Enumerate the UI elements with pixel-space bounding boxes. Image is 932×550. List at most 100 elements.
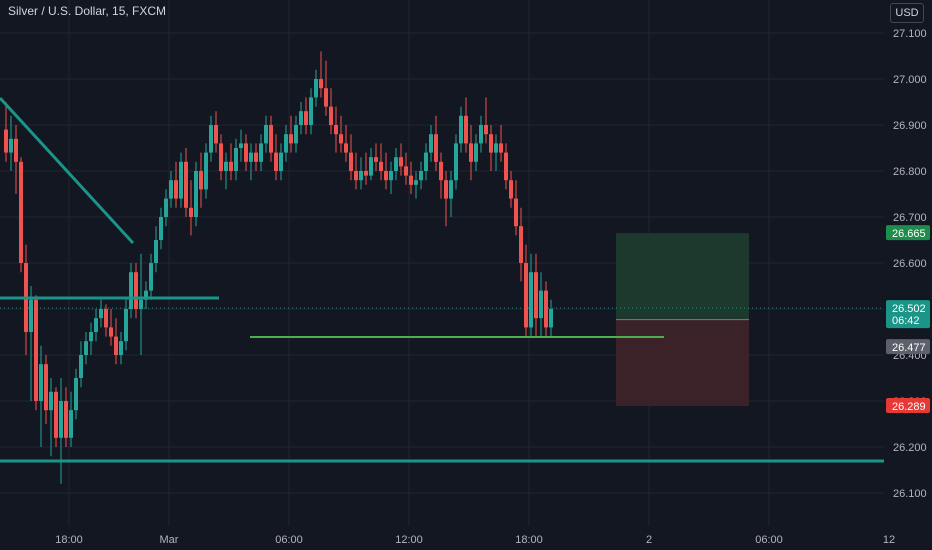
candle-body[interactable] (4, 129, 8, 153)
candle-body[interactable] (164, 198, 168, 217)
candle-body[interactable] (289, 134, 293, 144)
candle-body[interactable] (309, 97, 313, 125)
candle-body[interactable] (394, 157, 398, 171)
candle-body[interactable] (269, 125, 273, 153)
candle-body[interactable] (439, 161, 443, 181)
candle-body[interactable] (479, 125, 483, 144)
candle-body[interactable] (349, 152, 353, 171)
candle-body[interactable] (69, 410, 73, 438)
candle-body[interactable] (224, 161, 228, 171)
candle-body[interactable] (29, 299, 33, 332)
candle-body[interactable] (314, 79, 318, 98)
candle-body[interactable] (504, 152, 508, 181)
candle-body[interactable] (129, 272, 133, 309)
candle-body[interactable] (354, 171, 358, 181)
candle-body[interactable] (119, 341, 123, 355)
candle-body[interactable] (389, 171, 393, 181)
candle-body[interactable] (114, 336, 118, 355)
candle-body[interactable] (159, 217, 163, 240)
candle-body[interactable] (254, 152, 258, 162)
candle-body[interactable] (239, 143, 243, 148)
candle-body[interactable] (84, 341, 88, 355)
candle-body[interactable] (189, 207, 193, 217)
candle-body[interactable] (184, 161, 188, 208)
candle-body[interactable] (404, 166, 408, 176)
candle-body[interactable] (304, 111, 308, 125)
candle-body[interactable] (134, 272, 138, 309)
candle-body[interactable] (54, 391, 58, 438)
candle-body[interactable] (94, 318, 98, 332)
candle-body[interactable] (464, 115, 468, 144)
candle-body[interactable] (59, 401, 63, 438)
candle-body[interactable] (149, 263, 153, 291)
stop-zone[interactable] (616, 319, 749, 407)
candle-body[interactable] (74, 378, 78, 411)
candle-body[interactable] (89, 332, 93, 342)
candle-body[interactable] (264, 125, 268, 144)
candle-body[interactable] (424, 152, 428, 171)
candle-body[interactable] (324, 88, 328, 107)
candle-body[interactable] (64, 401, 68, 438)
candle-body[interactable] (99, 309, 103, 319)
candle-body[interactable] (169, 180, 173, 199)
candle-body[interactable] (34, 299, 38, 401)
descending-trendline[interactable] (0, 96, 135, 245)
candle-body[interactable] (174, 180, 178, 199)
candle-body[interactable] (204, 152, 208, 190)
candle-body[interactable] (19, 161, 23, 263)
candle-body[interactable] (359, 171, 363, 181)
candle-body[interactable] (219, 143, 223, 171)
candle-body[interactable] (144, 290, 148, 300)
candle-body[interactable] (449, 180, 453, 199)
candle-body[interactable] (339, 134, 343, 144)
candle-body[interactable] (154, 240, 158, 263)
candle-body[interactable] (499, 143, 503, 153)
candle-body[interactable] (509, 180, 513, 199)
candle-body[interactable] (494, 143, 498, 153)
candle-body[interactable] (369, 157, 373, 176)
candle-body[interactable] (454, 143, 458, 181)
candle-body[interactable] (529, 272, 533, 328)
candle-body[interactable] (474, 143, 478, 162)
candle-body[interactable] (229, 161, 233, 171)
candle-body[interactable] (344, 143, 348, 153)
candle-body[interactable] (549, 309, 553, 328)
candle-body[interactable] (49, 391, 53, 411)
candle-body[interactable] (519, 226, 523, 263)
candle-body[interactable] (484, 125, 488, 135)
candle-body[interactable] (294, 125, 298, 144)
candle-body[interactable] (379, 161, 383, 171)
candle-body[interactable] (364, 171, 368, 176)
candle-body[interactable] (444, 180, 448, 199)
candle-body[interactable] (199, 171, 203, 190)
candle-body[interactable] (284, 134, 288, 153)
candle-body[interactable] (209, 125, 213, 153)
candle-body[interactable] (194, 171, 198, 217)
price-axis[interactable] (884, 0, 932, 550)
candle-body[interactable] (14, 138, 18, 162)
candle-body[interactable] (299, 111, 303, 125)
candle-body[interactable] (9, 138, 13, 153)
candle-body[interactable] (434, 134, 438, 162)
candle-body[interactable] (274, 152, 278, 171)
candle-body[interactable] (469, 143, 473, 162)
candle-body[interactable] (104, 309, 108, 328)
currency-button[interactable]: USD (890, 3, 924, 23)
candle-body[interactable] (489, 134, 493, 153)
candle-body[interactable] (409, 175, 413, 185)
candle-body[interactable] (214, 125, 218, 144)
candle-body[interactable] (244, 143, 248, 162)
candle-body[interactable] (319, 79, 323, 89)
candle-body[interactable] (139, 299, 143, 309)
candle-body[interactable] (234, 148, 238, 171)
candle-body[interactable] (524, 263, 528, 328)
candle-body[interactable] (279, 152, 283, 171)
candle-body[interactable] (399, 157, 403, 167)
candle-body[interactable] (544, 290, 548, 328)
time-axis[interactable] (0, 526, 932, 550)
candle-body[interactable] (414, 180, 418, 185)
candle-body[interactable] (249, 152, 253, 162)
candle-body[interactable] (109, 327, 113, 337)
